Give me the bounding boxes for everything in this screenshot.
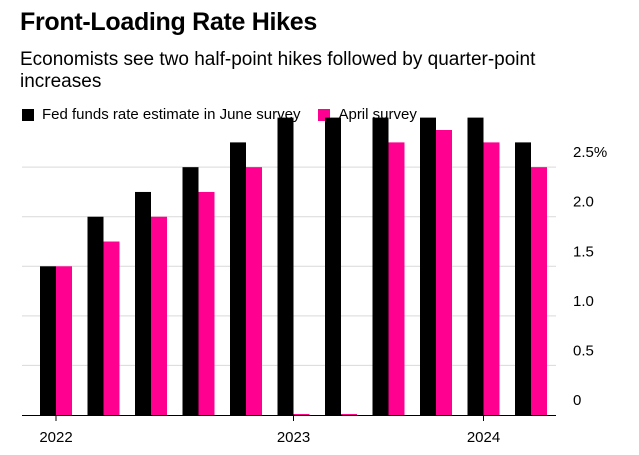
bar-april-survey: [151, 216, 167, 415]
chart-title: Front-Loading Rate Hikes: [20, 8, 317, 36]
bar-june-survey: [87, 216, 104, 415]
bar-april-survey: [198, 191, 215, 415]
bar-april-survey: [531, 167, 547, 415]
chart-legend: Fed funds rate estimate in June survey A…: [22, 106, 435, 123]
bar-june-survey: [325, 117, 341, 415]
y-tick-label: 1.0: [573, 293, 594, 310]
bar-june-survey: [40, 266, 56, 415]
bar-april-survey: [436, 130, 452, 415]
bar-april-survey: [341, 414, 357, 415]
bar-april-survey: [246, 167, 262, 415]
y-tick-label: 1.5: [573, 243, 594, 260]
legend-item-june: Fed funds rate estimate in June survey: [22, 106, 300, 123]
legend-label-april: April survey: [338, 106, 417, 123]
y-tick-label: 2.5%: [573, 144, 607, 161]
bar-april-survey: [56, 266, 72, 415]
bar-june-survey: [420, 117, 436, 415]
bar-april-survey: [483, 142, 500, 416]
bar-june-survey: [372, 117, 389, 415]
chart-subtitle: Economists see two half-point hikes foll…: [20, 49, 536, 92]
y-tick-label: 0: [573, 392, 581, 409]
bar-april-survey: [293, 414, 310, 415]
legend-swatch-april: [318, 108, 331, 121]
legend-item-april: April survey: [318, 106, 417, 123]
bar-april-survey: [103, 241, 120, 415]
bar-june-survey: [135, 191, 151, 415]
bar-june-survey: [277, 117, 294, 415]
legend-label-june: Fed funds rate estimate in June survey: [42, 106, 301, 123]
bar-april-survey: [388, 142, 405, 416]
bar-june-survey: [467, 117, 484, 415]
bar-june-survey: [182, 167, 199, 415]
y-tick-label: 2.0: [573, 194, 594, 211]
x-tick-label: 2024: [467, 429, 500, 446]
legend-swatch-june: [22, 108, 34, 121]
bar-june-survey: [515, 142, 531, 416]
bar-june-survey: [230, 142, 246, 416]
x-tick-label: 2023: [277, 429, 310, 446]
y-tick-label: 0.5: [573, 342, 594, 359]
x-tick-label: 2022: [39, 429, 72, 446]
